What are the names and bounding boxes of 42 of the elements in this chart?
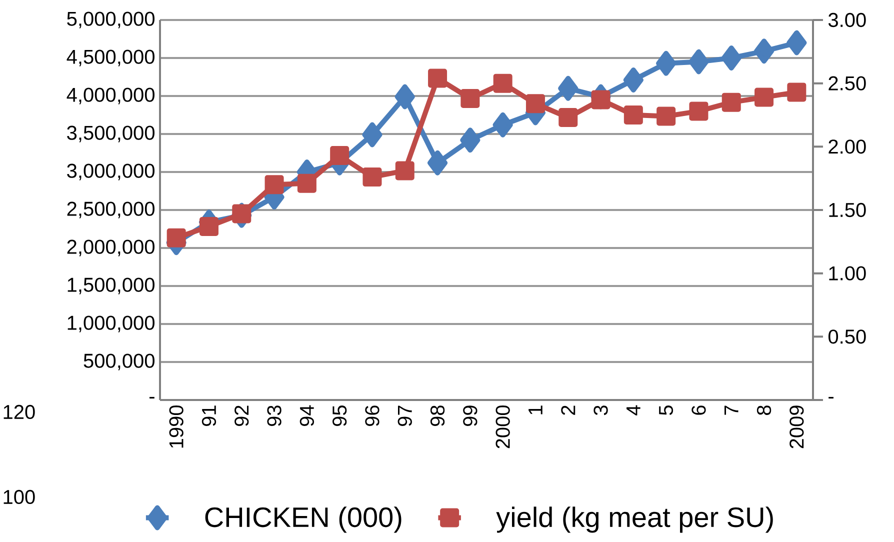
x-tick-label: 1990 (169, 406, 184, 448)
y-tick-label: 1,500,000 (68, 278, 154, 294)
x-tick-label: 2009 (790, 406, 804, 448)
y-tick-label: 4,500,000 (66, 50, 154, 66)
y2-tick-label: 3.00 (828, 12, 866, 28)
x-tick-label: 95 (332, 406, 347, 426)
y2-tick-label: 1.00 (829, 266, 866, 280)
text: 120 (4, 404, 35, 420)
y-tick-label: 2,000,000 (67, 240, 154, 256)
x-tick-label: 91 (202, 406, 216, 426)
x-tick-label: 2 (561, 406, 576, 415)
x-tick-label: 93 (267, 406, 282, 426)
y-tick-label: 2,500,000 (67, 202, 154, 218)
x-tick-label: 4 (626, 405, 640, 416)
y-tick-label: - (150, 396, 154, 398)
y2-tick-label: - (828, 396, 834, 398)
x-tick-label: 98 (430, 406, 445, 426)
x-tick-label: 2000 (496, 406, 510, 448)
y2-tick-label: 0.50 (828, 330, 866, 344)
y2-tick-label: 2.00 (828, 140, 866, 154)
y2-tick-label: 2.50 (828, 76, 866, 90)
x-tick-label: 94 (300, 405, 314, 426)
y-tick-label: 5,000,000 (67, 12, 154, 28)
y-tick-label: 3,000,000 (67, 164, 154, 180)
y-tick-label: 1,000,000 (68, 316, 154, 332)
y-tick-label: 500,000 (84, 354, 154, 370)
x-tick-label: 99 (463, 406, 478, 426)
x-tick-label: 3 (594, 406, 608, 416)
x-tick-label: 8 (756, 406, 772, 415)
x-tick-label: 1 (528, 406, 542, 414)
y2-tick-label: 1.50 (829, 202, 866, 218)
x-tick-label: 5 (659, 406, 674, 416)
x-tick-label: 92 (234, 406, 249, 426)
x-tick-label: 7 (724, 406, 738, 415)
text: 100 (4, 490, 35, 504)
x-tick-label: 96 (365, 406, 380, 426)
legend-label: yield (kg meat per SU) (496, 506, 773, 533)
x-tick-label: 97 (398, 406, 412, 426)
y-tick-label: 4,000,000 (66, 88, 154, 104)
legend-label: CHICKEN (000) (205, 506, 402, 533)
y-tick-label: 3,500,000 (67, 126, 154, 142)
x-tick-label: 6 (692, 406, 706, 415)
